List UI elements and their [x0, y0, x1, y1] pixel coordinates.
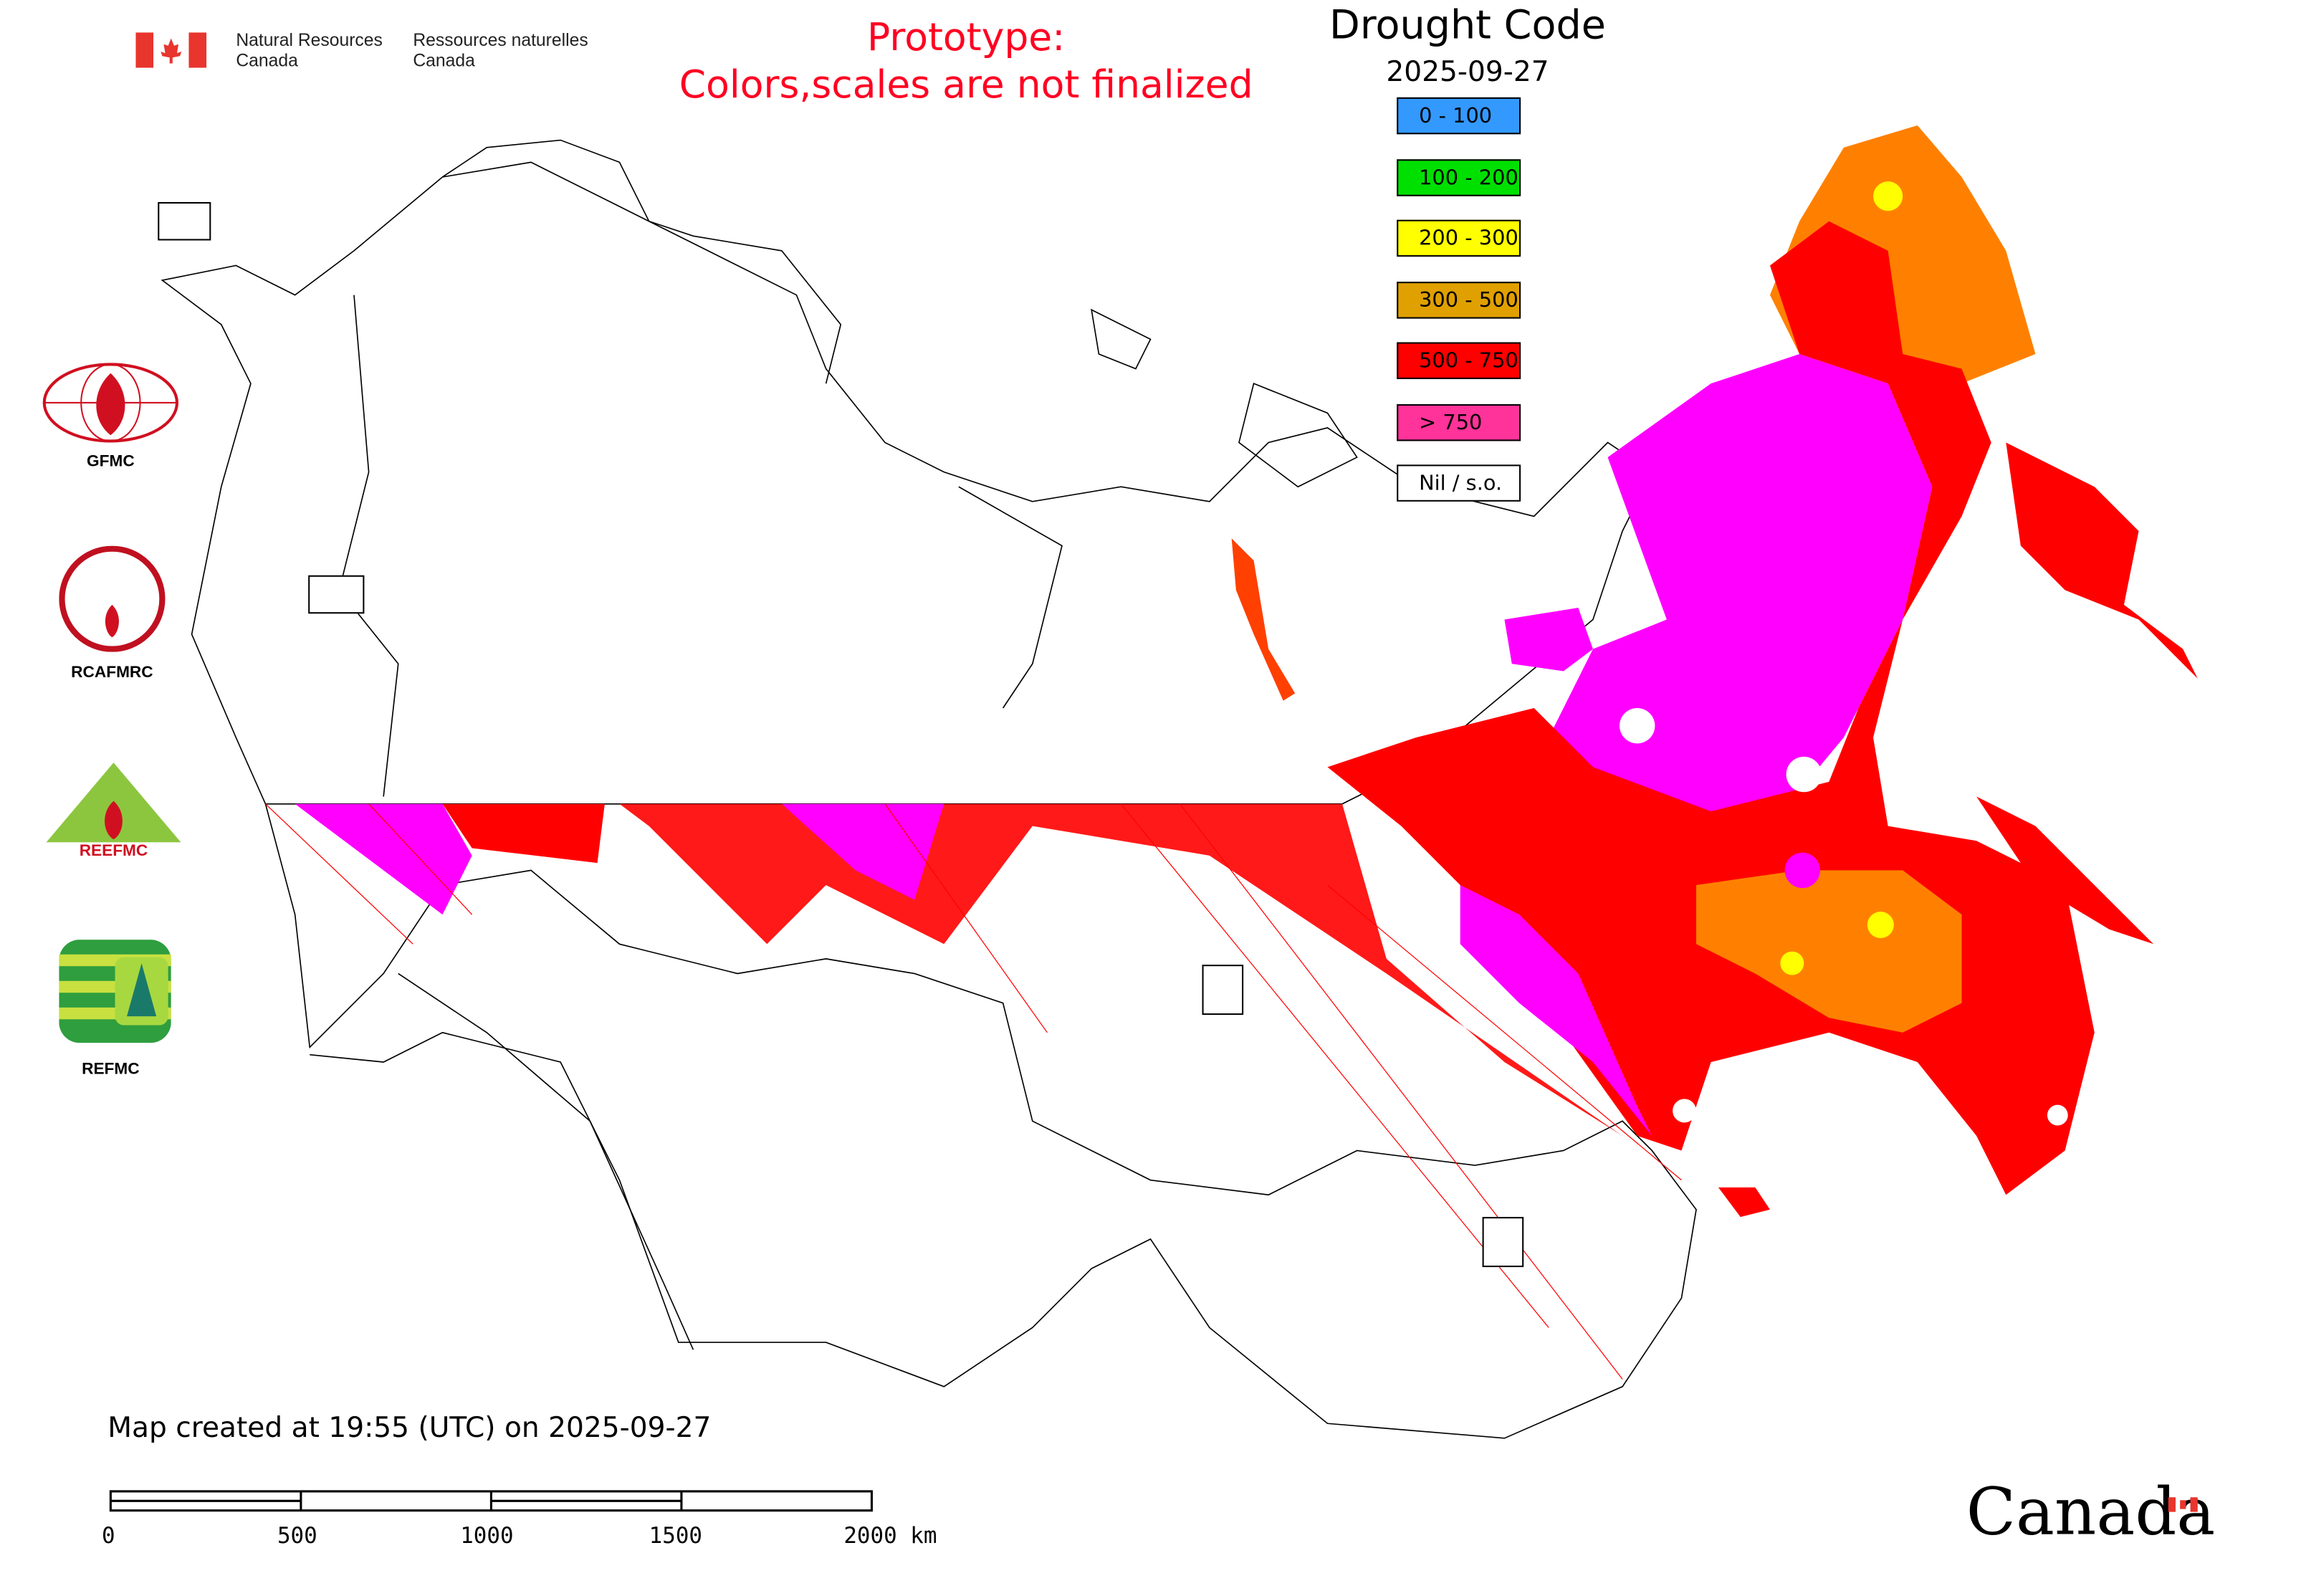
gfmc-logo-icon	[42, 361, 180, 444]
gfmc-marker-icon	[158, 201, 211, 241]
canada-flag-icon	[135, 32, 207, 68]
legend-item: Nil / s.o.	[1397, 464, 1521, 502]
legend-title: Drought Code	[1329, 3, 1606, 49]
scale-label-0: 0	[102, 1522, 115, 1549]
legend-item: 0 - 100	[1397, 97, 1521, 135]
canada-wordmark: Canada	[1966, 1475, 2216, 1551]
rcafmrc-label: RCAFMRC	[71, 664, 153, 682]
prototype-notice: Prototype: Colors,scales are not finaliz…	[627, 15, 1306, 110]
scale-label-1000: 1000	[460, 1522, 514, 1549]
map-created-timestamp: Map created at 19:55 (UTC) on 2025-09-27	[107, 1411, 712, 1445]
legend-date: 2025-09-27	[1386, 56, 1549, 89]
scale-bar	[109, 1490, 873, 1512]
svg-text:REEFMC: REEFMC	[80, 841, 148, 857]
legend-item: 300 - 500	[1397, 281, 1521, 318]
dept-fr-line1: Ressources naturelles	[413, 29, 588, 50]
scale-label-1500: 1500	[649, 1522, 703, 1549]
scale-label-500: 500	[277, 1522, 317, 1549]
prototype-line2: Colors,scales are not finalized	[679, 63, 1253, 108]
wordmark-flag-icon	[2168, 1490, 2198, 1512]
legend-item: 500 - 750	[1397, 342, 1521, 379]
dept-fr-line2: Canada	[413, 49, 475, 71]
gfmc-label: GFMC	[87, 452, 135, 471]
refmc-logo-icon	[59, 940, 171, 1043]
legend-item: > 750	[1397, 403, 1521, 441]
reefmc-logo-icon: REEFMC	[38, 760, 189, 859]
refmc-label: REFMC	[82, 1060, 140, 1079]
reefmc-marker-icon	[308, 575, 365, 614]
scale-label-2000: 2000 km	[843, 1522, 937, 1549]
prototype-line1: Prototype:	[867, 16, 1066, 61]
legend-item: 100 - 200	[1397, 158, 1521, 196]
rcafmrc-logo-icon	[59, 545, 166, 652]
dept-name-en: Natural Resources Canada	[236, 29, 383, 71]
drought-fill	[265, 125, 2198, 1218]
dept-en-line1: Natural Resources	[236, 29, 383, 50]
dept-en-line2: Canada	[236, 49, 298, 71]
rcafmrc-marker-icon	[1482, 1217, 1524, 1268]
refmc-marker-icon	[1202, 965, 1244, 1016]
dept-name-fr: Ressources naturelles Canada	[413, 29, 588, 71]
legend-item: 200 - 300	[1397, 219, 1521, 257]
artifact-lines	[265, 803, 1682, 1380]
